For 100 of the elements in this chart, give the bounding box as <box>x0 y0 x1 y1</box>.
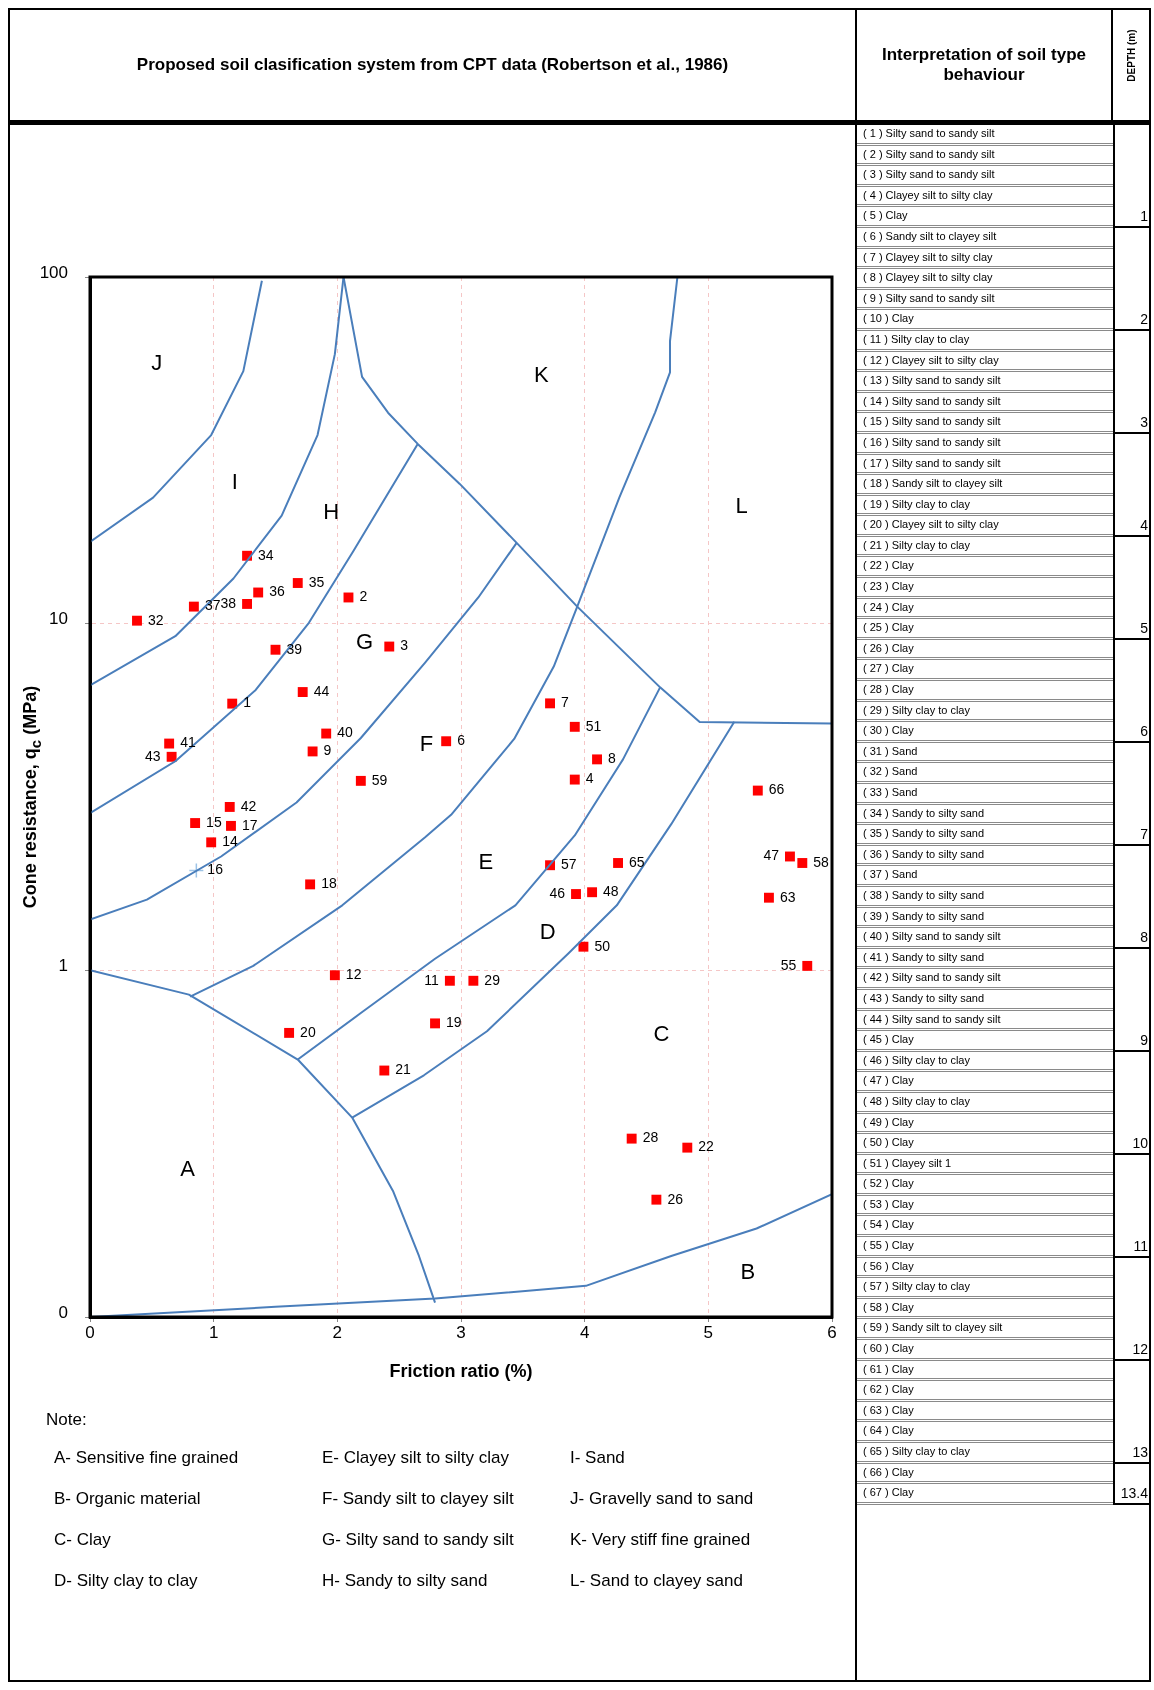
annotation: 39 <box>286 640 303 657</box>
category-label: ( 35 ) Sandy to silty sand <box>863 827 985 840</box>
annotation: 22 <box>698 1138 715 1155</box>
annotation: I <box>231 468 238 494</box>
category-label: ( 37 ) Sand <box>863 868 918 881</box>
annotation: 32 <box>147 611 164 628</box>
annotation: E <box>478 849 494 875</box>
category-label: ( 11 ) Silty clay to clay <box>863 332 970 345</box>
annotation: 19 <box>446 1014 462 1031</box>
annotation: 26 <box>667 1190 684 1207</box>
category-label: ( 47 ) Clay <box>863 1074 914 1087</box>
annotation: A <box>180 1156 196 1182</box>
category-label: ( 22 ) Clay <box>863 559 914 572</box>
annotation: 44 <box>313 682 330 699</box>
category-label: ( 67 ) Clay <box>863 1486 914 1499</box>
annotation: 66 <box>768 781 785 798</box>
category-label: ( 10 ) Clay <box>863 312 914 325</box>
annotation: 36 <box>269 583 285 600</box>
annotation: 21 <box>395 1061 412 1078</box>
category-label: ( 44 ) Silty sand to sandy silt <box>863 1012 1001 1025</box>
annotation: 18 <box>321 875 337 892</box>
x-tick-label: 1 <box>208 1323 219 1343</box>
category-label: ( 60 ) Clay <box>863 1342 914 1355</box>
annotation: 41 <box>180 734 196 751</box>
category-label: ( 59 ) Sandy silt to clayey silt <box>863 1321 1003 1334</box>
annotation: 2 <box>359 588 368 605</box>
category-label: ( 65 ) Silty clay to clay <box>863 1445 970 1457</box>
category-label: ( 38 ) Sandy to silty sand <box>863 888 985 901</box>
annotation: 12 <box>345 966 362 983</box>
text: G- Silty sand to sandy silt <box>322 1530 515 1551</box>
category-label: ( 61 ) Clay <box>863 1362 914 1375</box>
annotation: 50 <box>594 937 611 954</box>
category-label: ( 27 ) Clay <box>863 662 914 675</box>
category-label: ( 9 ) Silty sand to sandy silt <box>863 291 995 304</box>
category-label: ( 20 ) Clayey silt to silty clay <box>863 518 999 531</box>
category-label: ( 18 ) Sandy silt to clayey silt <box>863 477 1003 490</box>
category-label: ( 43 ) Sandy to silty sand <box>863 991 985 1004</box>
category-label: ( 19 ) Silty clay to clay <box>863 497 970 510</box>
annotation: 20 <box>300 1023 316 1040</box>
text: Interpretation of soil type behaviour <box>857 10 1113 120</box>
category-label: 4 <box>1140 517 1148 534</box>
category-label: ( 12 ) Clayey silt to silty clay <box>863 353 999 366</box>
text: L- Sand to clayey sand <box>570 1571 744 1592</box>
category-label: ( 7 ) Clayey silt to silty clay <box>863 250 993 263</box>
category-label: 5 <box>1140 620 1148 637</box>
annotation: 40 <box>337 724 353 741</box>
annotation: 34 <box>258 546 274 563</box>
annotation: K <box>534 361 550 387</box>
text: 2 <box>1140 311 1148 328</box>
annotation: 48 <box>603 883 619 900</box>
annotation: L <box>735 493 748 519</box>
category-label: ( 40 ) Silty sand to sandy silt <box>863 930 1001 943</box>
category-label: ( 21 ) Silty clay to clay <box>863 538 970 551</box>
annotation: C <box>653 1020 670 1046</box>
category-label: ( 55 ) Clay <box>863 1239 914 1252</box>
annotation: 14 <box>222 833 238 850</box>
category-label: ( 49 ) Clay <box>863 1115 914 1128</box>
annotation: 8 <box>608 750 617 767</box>
category-label: ( 28 ) Clay <box>863 683 914 696</box>
annotation: 57 <box>561 856 577 873</box>
category-label: 13.4 <box>1120 1485 1148 1502</box>
category-label: ( 41 ) Sandy to silty sand <box>863 950 985 963</box>
category-label: ( 45 ) Clay <box>863 1033 914 1046</box>
category-label: ( 26 ) Clay <box>863 641 914 654</box>
category-label: ( 6 ) Sandy silt to clayey silt <box>863 229 997 242</box>
y-tick-label: 10 <box>49 609 68 629</box>
category-label: ( 50 ) Clay <box>863 1136 914 1149</box>
category-label: ( 57 ) Silty clay to clay <box>863 1280 970 1293</box>
annotation: 43 <box>145 747 161 764</box>
text: 3 <box>1140 414 1148 431</box>
category-label: ( 62 ) Clay <box>863 1383 914 1396</box>
category-label: ( 24 ) Clay <box>863 600 914 613</box>
category-label: ( 25 ) Clay <box>863 621 914 634</box>
category-label: ( 63 ) Clay <box>863 1403 914 1416</box>
text: 1 <box>1140 208 1148 225</box>
annotation: D <box>539 919 556 945</box>
category-label: ( 48 ) Silty clay to clay <box>863 1094 970 1107</box>
category-label: ( 54 ) Clay <box>863 1218 914 1231</box>
annotation: 3 <box>400 637 409 654</box>
category-label: ( 56 ) Clay <box>863 1259 914 1272</box>
category-label: ( 66 ) Clay <box>863 1465 914 1478</box>
annotation: 37 <box>204 597 221 614</box>
category-label: ( 51 ) Clayey silt 1 <box>863 1156 952 1169</box>
category-label: ( 42 ) Silty sand to sandy silt <box>863 971 1001 984</box>
category-label: 11 <box>1133 1238 1148 1255</box>
annotation: 46 <box>549 884 566 901</box>
category-label: ( 23 ) Clay <box>863 580 914 593</box>
x-axis-title: Friction ratio (%) <box>389 1361 533 1382</box>
annotation: 15 <box>206 813 222 830</box>
annotation: 65 <box>629 853 645 870</box>
category-label: ( 13 ) Silty sand to sandy silt <box>863 374 1001 387</box>
annotation: 16 <box>207 861 224 878</box>
category-label: ( 58 ) Clay <box>863 1300 914 1313</box>
category-label: ( 52 ) Clay <box>863 1177 914 1190</box>
annotation: 11 <box>424 971 440 988</box>
annotation: 1 <box>243 694 252 711</box>
text: E- Clayey silt to silty clay <box>322 1448 511 1469</box>
category-label: ( 29 ) Silty clay to clay <box>863 703 970 716</box>
annotation: 58 <box>813 853 830 870</box>
x-tick-label: 3 <box>456 1323 466 1343</box>
